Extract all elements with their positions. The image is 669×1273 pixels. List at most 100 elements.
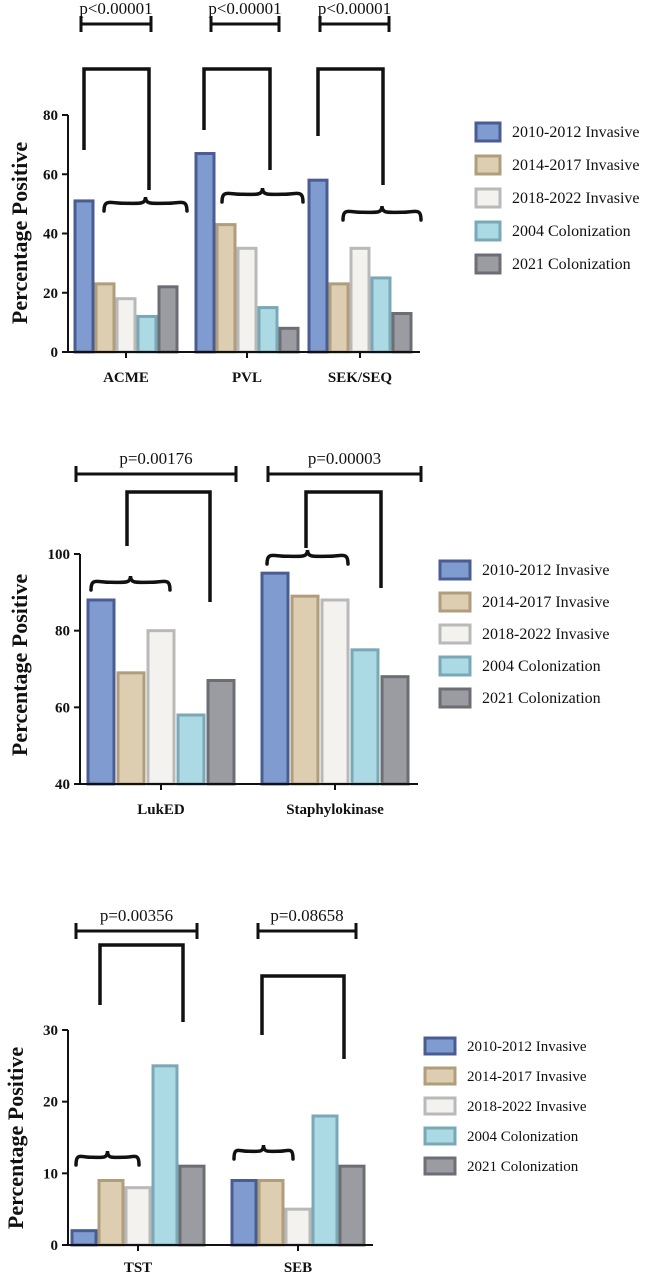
bar-sek-seq-series-4 [370, 276, 392, 354]
bar-luked-series-4 [176, 713, 206, 786]
y-tick-label: 0 [51, 345, 59, 361]
bar-pvl-series-3 [236, 246, 258, 354]
bar-tst-series-4 [151, 1064, 179, 1247]
category-label: LukED [137, 802, 185, 818]
group-brace [89, 575, 172, 592]
legend-label: 2018-2022 Invasive [512, 190, 640, 207]
bar-pvl-series-2 [215, 223, 237, 354]
p-value-label: p<0.00001 [208, 0, 281, 18]
y-tick-label: 10 [43, 1166, 58, 1182]
p-value-label: p<0.00001 [318, 0, 391, 18]
legend: 2010-2012 Invasive 2014-2017 Invasive 2018… [474, 121, 640, 275]
legend-swatch [474, 253, 502, 275]
legend: 2010-2012 Invasive 2014-2017 Invasive 2018… [423, 1036, 587, 1176]
y-tick-label: 40 [55, 777, 70, 793]
legend-swatch [423, 1036, 457, 1056]
bar-pvl-series-5 [278, 326, 300, 354]
y-tick-label: 30 [43, 1023, 58, 1039]
y-tick-label: 80 [55, 624, 70, 640]
legend-swatch [438, 623, 472, 645]
chart-panel-middle: 40 60 80 100 LukED Staphylokinase Percentage P… [7, 449, 609, 818]
bar-luked-series-5 [206, 679, 236, 786]
category-label: SEB [284, 1260, 312, 1273]
category-label: ACME [103, 370, 149, 386]
category-label: SEK/SEQ [328, 370, 393, 386]
legend-label: 2021 Colonization [482, 690, 601, 707]
y-tick-label: 0 [51, 1238, 59, 1254]
bar-sek-seq-series-2 [328, 282, 350, 354]
y-tick-label: 100 [48, 547, 71, 563]
bar-tst-series-3 [124, 1186, 152, 1247]
bar-luked-series-3 [146, 629, 176, 786]
bar-staphylokinase-series-3 [320, 598, 350, 786]
bar-seb-series-3 [284, 1207, 312, 1247]
group-brace [232, 1144, 295, 1161]
bar-sek-seq-series-3 [349, 246, 371, 354]
p-value-label: p=0.08658 [270, 906, 343, 925]
chart-panel-top: 0 20 40 60 80 ACME PVL SEK/SEQ Percentage Positi… [7, 0, 639, 386]
y-tick-label: 20 [43, 286, 58, 302]
y-axis-label: Percentage Positive [3, 1047, 28, 1229]
bar-tst-series-5 [178, 1164, 206, 1247]
group-brace [341, 205, 423, 222]
group-brace [220, 187, 305, 204]
legend-label: 2021 Colonization [467, 1159, 579, 1175]
p-value-label: p=0.00356 [100, 906, 173, 925]
legend-swatch [474, 154, 502, 176]
legend-swatch [474, 121, 502, 143]
category-label: TST [124, 1260, 152, 1273]
y-axis-label: Percentage Positive [7, 142, 32, 324]
y-tick-label: 80 [43, 108, 58, 124]
bar-staphylokinase-series-1 [260, 571, 290, 786]
legend-label: 2004 Colonization [482, 658, 601, 675]
bar-acme-series-4 [136, 314, 158, 354]
legend-swatch [474, 220, 502, 242]
legend-label: 2004 Colonization [467, 1129, 579, 1145]
bar-staphylokinase-series-5 [380, 675, 410, 786]
comparison-bracket [316, 67, 385, 185]
p-value-label: p=0.00176 [119, 449, 192, 468]
legend-label: 2018-2022 Invasive [482, 626, 610, 643]
legend-label: 2010-2012 Invasive [467, 1039, 587, 1055]
bar-tst-series-1 [70, 1229, 98, 1247]
legend-swatch [438, 559, 472, 581]
bar-sek-seq-series-5 [391, 311, 413, 354]
bar-staphylokinase-series-2 [290, 594, 320, 786]
group-brace [265, 549, 350, 566]
category-label: Staphylokinase [286, 802, 384, 818]
legend-label: 2004 Colonization [512, 223, 631, 240]
legend-swatch [438, 687, 472, 709]
bar-acme-series-3 [115, 297, 137, 354]
bar-pvl-series-4 [257, 306, 279, 354]
legend-label: 2018-2022 Invasive [467, 1099, 587, 1115]
y-axis-label: Percentage Positive [7, 574, 32, 756]
bar-pvl-series-1 [194, 152, 216, 354]
legend-swatch [423, 1096, 457, 1116]
y-tick-label: 40 [43, 227, 58, 243]
y-tick-label: 60 [43, 167, 58, 183]
bar-staphylokinase-series-4 [350, 648, 380, 786]
legend-label: 2014-2017 Invasive [482, 594, 610, 611]
comparison-bracket [82, 67, 151, 190]
category-label: PVL [232, 370, 262, 386]
bar-sek-seq-series-1 [307, 178, 329, 354]
bar-acme-series-1 [73, 199, 95, 354]
bar-luked-series-1 [86, 598, 116, 786]
p-value-label: p=0.00003 [308, 449, 381, 468]
bar-acme-series-5 [157, 285, 179, 354]
legend-label: 2010-2012 Invasive [512, 124, 640, 141]
legend-label: 2014-2017 Invasive [512, 157, 640, 174]
chart-panel-bottom: 0 10 20 30 TST SEB Percentage Positive p=0.0035… [3, 906, 587, 1273]
legend: 2010-2012 Invasive 2014-2017 Invasive 2018… [438, 559, 610, 709]
group-brace [74, 1150, 141, 1167]
comparison-bracket [125, 490, 212, 602]
legend-swatch [474, 187, 502, 209]
legend-swatch [438, 591, 472, 613]
bar-acme-series-2 [94, 282, 116, 354]
legend-label: 2010-2012 Invasive [482, 562, 610, 579]
bar-seb-series-5 [338, 1164, 366, 1247]
comparison-bracket [260, 974, 346, 1059]
p-value-label: p<0.00001 [79, 0, 152, 18]
legend-swatch [438, 655, 472, 677]
